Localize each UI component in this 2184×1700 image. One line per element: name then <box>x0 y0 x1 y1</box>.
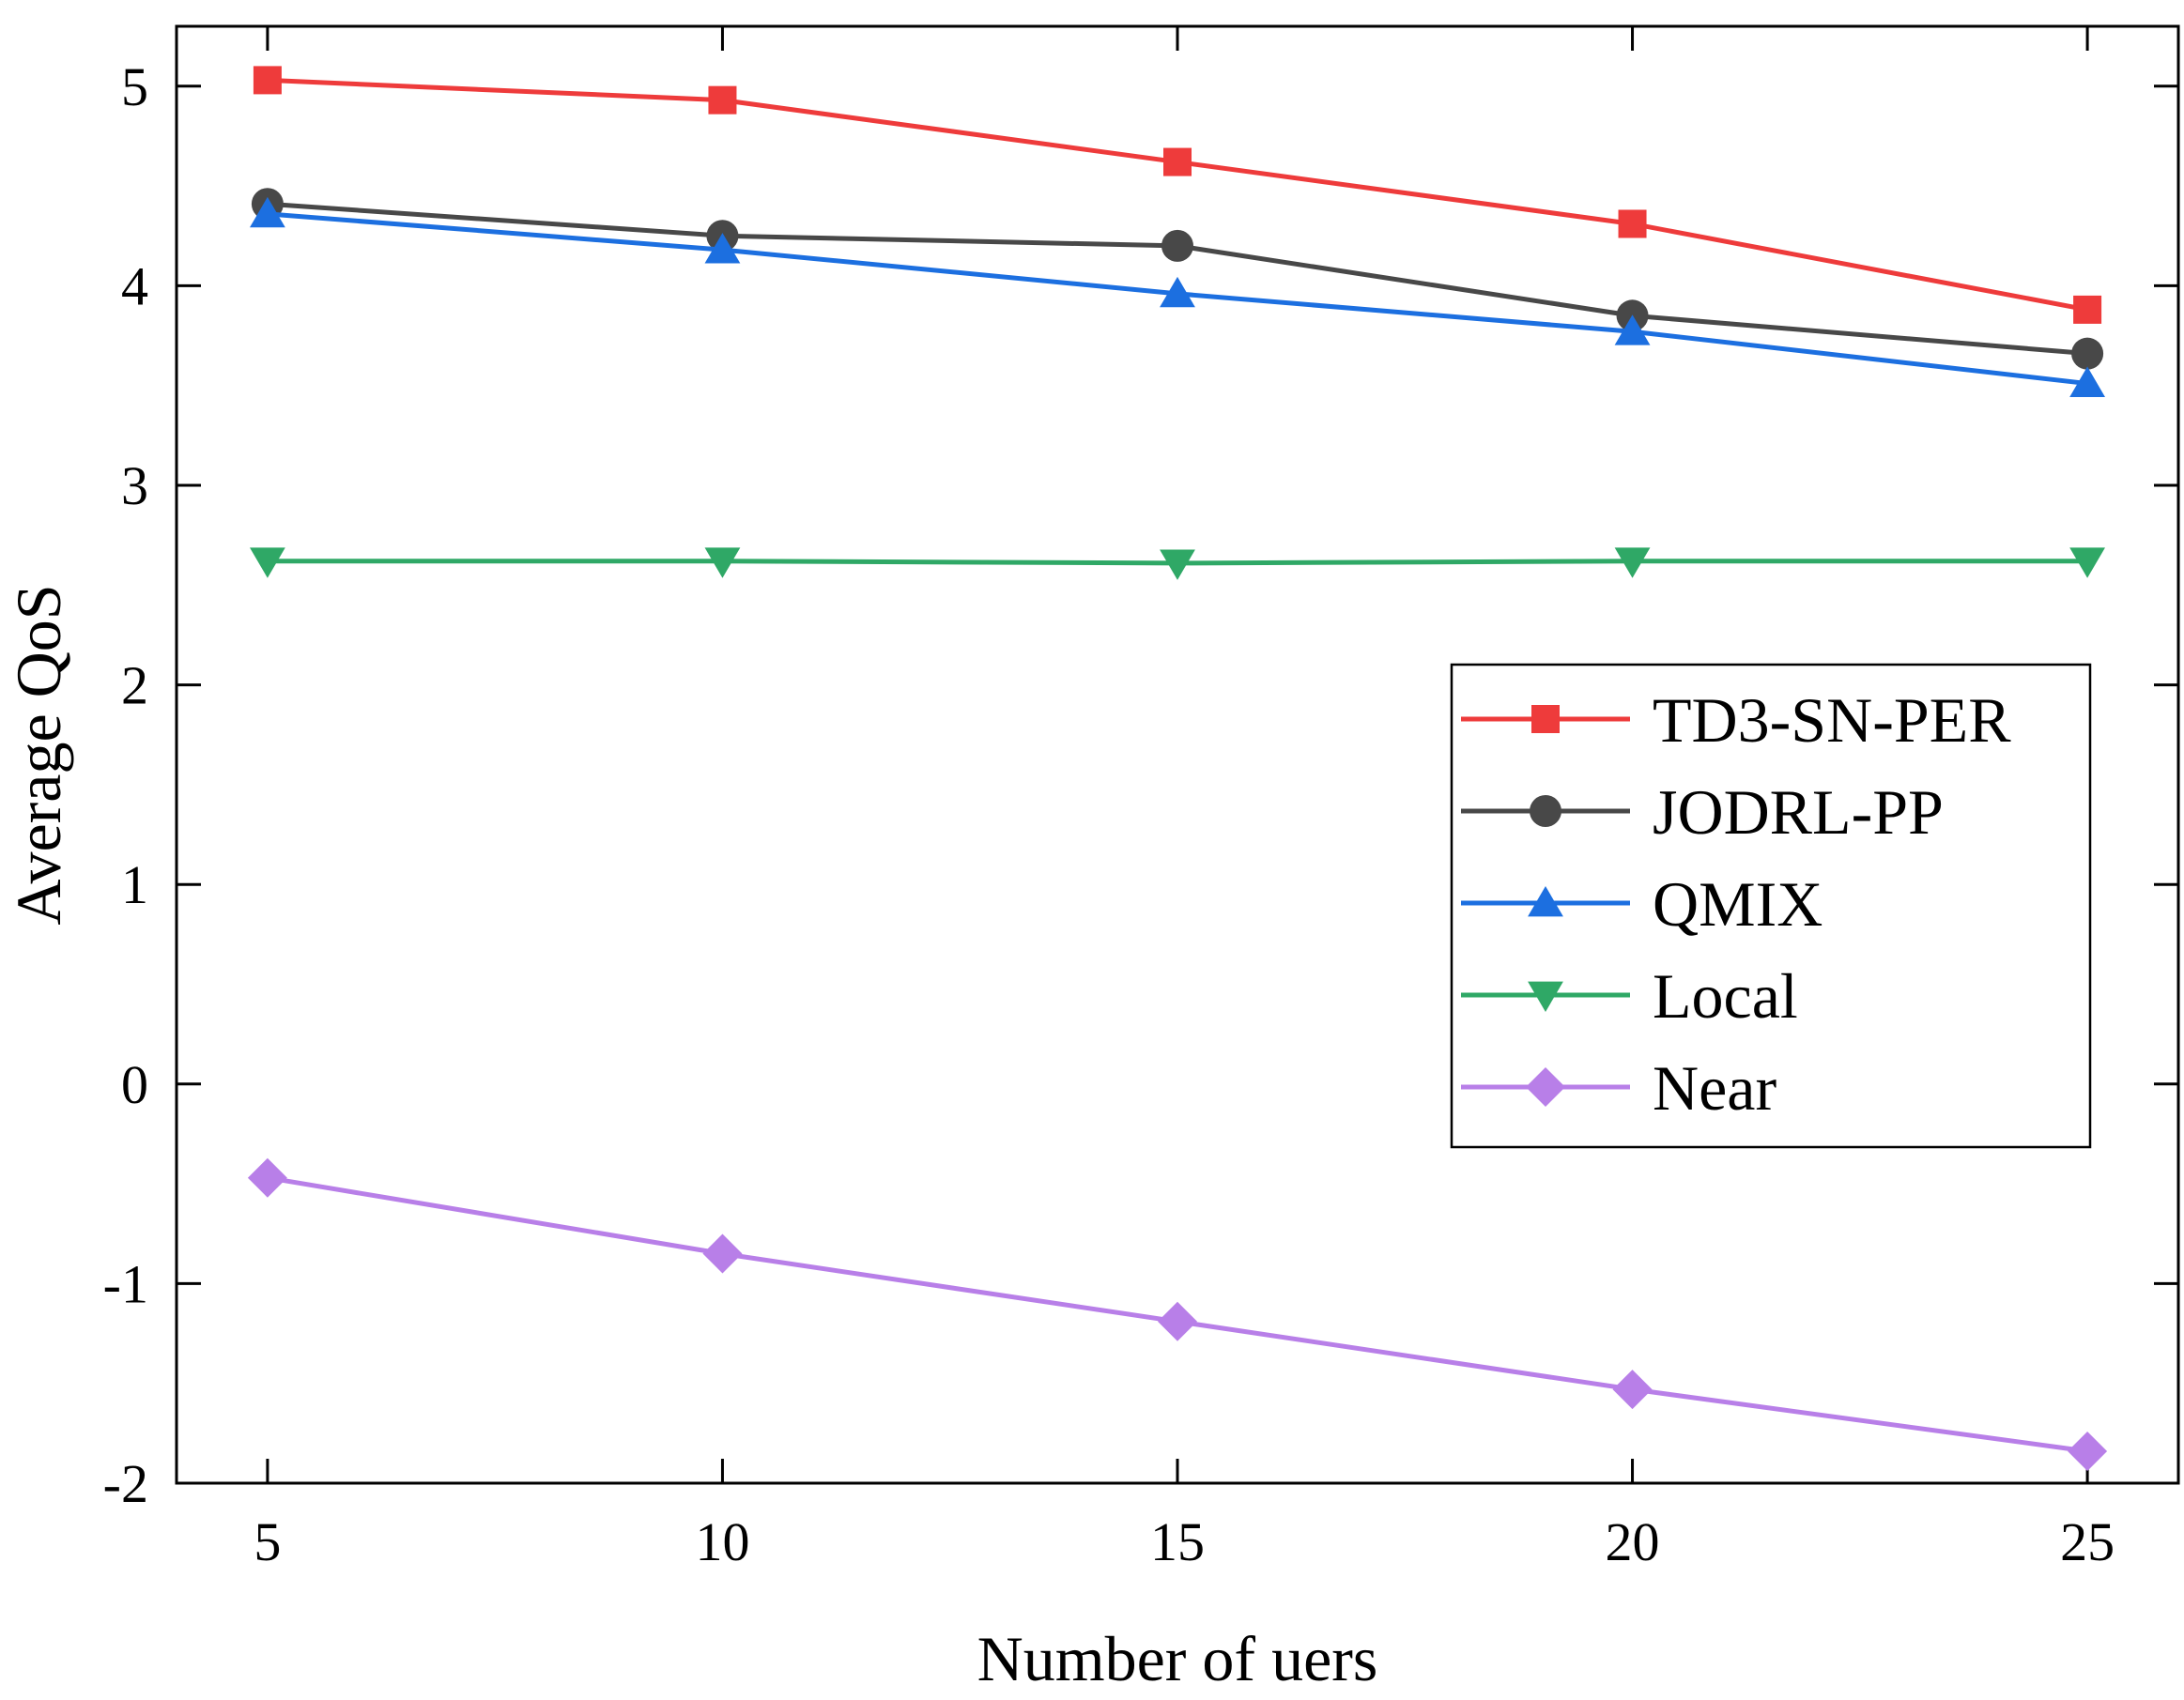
legend-item: JODRL-PP <box>1461 776 1944 848</box>
y-tick-label: 4 <box>121 255 148 316</box>
legend-label: QMIX <box>1653 868 1823 940</box>
legend: TD3-SN-PER JODRL-PP QMIX Local Near <box>1450 663 2092 1149</box>
y-tick-label: -2 <box>103 1453 148 1514</box>
data-point-marker <box>1161 229 1193 262</box>
series-td3-sn-per <box>253 66 2102 324</box>
data-point-marker <box>2071 337 2104 370</box>
legend-marker <box>1528 886 1563 917</box>
legend-item: Local <box>1461 960 1798 1032</box>
data-point-marker <box>2073 295 2102 324</box>
data-point-marker <box>1158 1301 1197 1341</box>
legend-item: TD3-SN-PER <box>1461 684 2011 756</box>
legend-box <box>1450 663 2092 1149</box>
data-point-marker <box>708 85 737 115</box>
series-layer <box>247 66 2108 1471</box>
y-tick-label: 5 <box>121 56 148 117</box>
series-near <box>247 1157 2108 1471</box>
data-point-marker <box>1160 276 1195 308</box>
data-point-marker <box>2069 547 2105 578</box>
plot-area-frame <box>175 24 2180 1485</box>
series-jodrl-pp <box>251 188 2104 370</box>
y-axis-title: Average QoS <box>3 584 74 925</box>
data-point-marker <box>247 1157 287 1198</box>
y-tick-label: 1 <box>121 854 148 915</box>
legend-label: Near <box>1653 1052 1776 1124</box>
legend-label: Local <box>1653 960 1798 1032</box>
data-point-marker <box>702 1233 743 1274</box>
data-point-marker <box>1614 547 1651 578</box>
y-tick-label: -1 <box>103 1253 148 1314</box>
y-tick-label: 3 <box>121 455 148 516</box>
x-axis-title: Number of uers <box>977 1623 1378 1694</box>
legend-marker <box>1526 1067 1565 1107</box>
legend-marker <box>1531 705 1560 733</box>
data-point-marker <box>1160 549 1195 580</box>
x-tick-label: 20 <box>1606 1511 1660 1572</box>
data-point-marker <box>704 547 741 578</box>
data-point-marker <box>250 196 285 228</box>
data-point-marker <box>253 66 282 95</box>
data-point-marker <box>1163 147 1192 176</box>
series-qmix <box>250 196 2105 397</box>
x-tick-label: 15 <box>1150 1511 1205 1572</box>
legend-label: TD3-SN-PER <box>1653 684 2011 756</box>
data-point-marker <box>2068 1431 2108 1471</box>
y-tick-label: 0 <box>121 1054 148 1115</box>
data-point-marker <box>2069 366 2105 397</box>
legend-marker <box>1530 795 1561 827</box>
data-point-marker <box>1612 1370 1653 1410</box>
ticks-layer: 5 10 15 20 25 -2 -1 0 1 2 3 4 5 <box>103 26 2178 1572</box>
data-point-marker <box>1618 209 1647 238</box>
data-point-marker <box>704 233 741 264</box>
x-tick-label: 25 <box>2060 1511 2115 1572</box>
legend-label: JODRL-PP <box>1653 776 1944 848</box>
x-tick-label: 5 <box>254 1511 281 1572</box>
y-tick-label: 2 <box>121 655 148 716</box>
series-local <box>250 547 2105 580</box>
legend-marker <box>1528 981 1563 1012</box>
data-point-marker <box>1614 314 1651 345</box>
legend-item: QMIX <box>1461 868 1823 940</box>
x-tick-label: 10 <box>695 1511 749 1572</box>
data-point-marker <box>250 547 285 578</box>
legend-item: Near <box>1461 1052 1776 1124</box>
